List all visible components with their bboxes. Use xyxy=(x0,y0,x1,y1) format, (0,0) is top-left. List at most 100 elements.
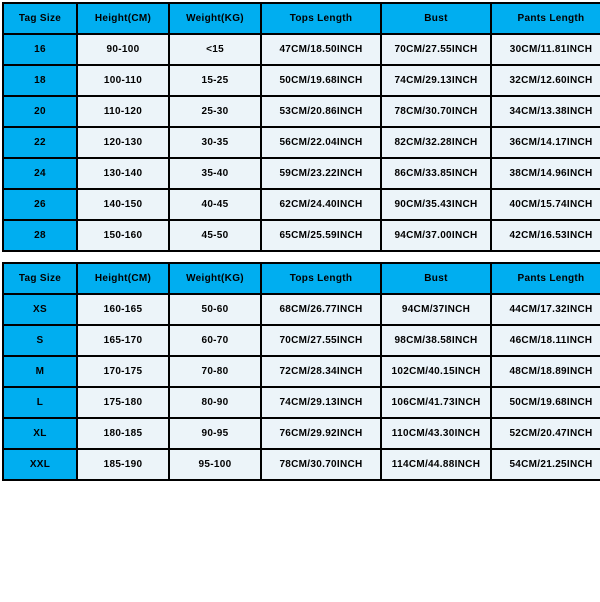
data-cell: 86CM/33.85INCH xyxy=(382,159,490,188)
data-cell: 74CM/29.13INCH xyxy=(262,388,380,417)
data-cell: 102CM/40.15INCH xyxy=(382,357,490,386)
data-cell: 36CM/14.17INCH xyxy=(492,128,600,157)
data-cell: 52CM/20.47INCH xyxy=(492,419,600,448)
data-cell: 72CM/28.34INCH xyxy=(262,357,380,386)
data-cell: 170-175 xyxy=(78,357,168,386)
col-tag-size: Tag Size xyxy=(4,264,76,293)
data-cell: 53CM/20.86INCH xyxy=(262,97,380,126)
data-cell: 34CM/13.38INCH xyxy=(492,97,600,126)
tag-cell: 26 xyxy=(4,190,76,219)
tag-cell: XS xyxy=(4,295,76,324)
data-cell: 42CM/16.53INCH xyxy=(492,221,600,250)
col-tops-length: Tops Length xyxy=(262,264,380,293)
data-cell: 15-25 xyxy=(170,66,260,95)
data-cell: 35-40 xyxy=(170,159,260,188)
data-cell: 110CM/43.30INCH xyxy=(382,419,490,448)
tag-cell: M xyxy=(4,357,76,386)
data-cell: 175-180 xyxy=(78,388,168,417)
tag-cell: 28 xyxy=(4,221,76,250)
data-cell: 30CM/11.81INCH xyxy=(492,35,600,64)
data-cell: 62CM/24.40INCH xyxy=(262,190,380,219)
table-row: L 175-180 80-90 74CM/29.13INCH 106CM/41.… xyxy=(4,388,600,417)
col-weight: Weight(KG) xyxy=(170,264,260,293)
col-weight: Weight(KG) xyxy=(170,4,260,33)
data-cell: 70CM/27.55INCH xyxy=(262,326,380,355)
data-cell: 106CM/41.73INCH xyxy=(382,388,490,417)
tag-cell: S xyxy=(4,326,76,355)
data-cell: 160-165 xyxy=(78,295,168,324)
size-table-adults: Tag Size Height(CM) Weight(KG) Tops Leng… xyxy=(2,262,600,481)
data-cell: 47CM/18.50INCH xyxy=(262,35,380,64)
tag-cell: 24 xyxy=(4,159,76,188)
data-cell: 95-100 xyxy=(170,450,260,479)
data-cell: 45-50 xyxy=(170,221,260,250)
col-height: Height(CM) xyxy=(78,4,168,33)
data-cell: 40CM/15.74INCH xyxy=(492,190,600,219)
data-cell: 70-80 xyxy=(170,357,260,386)
size-chart: Tag Size Height(CM) Weight(KG) Tops Leng… xyxy=(2,2,598,481)
data-cell: 98CM/38.58INCH xyxy=(382,326,490,355)
data-cell: 185-190 xyxy=(78,450,168,479)
table-row: S 165-170 60-70 70CM/27.55INCH 98CM/38.5… xyxy=(4,326,600,355)
data-cell: 56CM/22.04INCH xyxy=(262,128,380,157)
data-cell: 90-100 xyxy=(78,35,168,64)
data-cell: 100-110 xyxy=(78,66,168,95)
data-cell: 65CM/25.59INCH xyxy=(262,221,380,250)
table-row: M 170-175 70-80 72CM/28.34INCH 102CM/40.… xyxy=(4,357,600,386)
table-row: 24 130-140 35-40 59CM/23.22INCH 86CM/33.… xyxy=(4,159,600,188)
data-cell: <15 xyxy=(170,35,260,64)
data-cell: 74CM/29.13INCH xyxy=(382,66,490,95)
data-cell: 120-130 xyxy=(78,128,168,157)
tag-cell: 22 xyxy=(4,128,76,157)
table-row: XS 160-165 50-60 68CM/26.77INCH 94CM/37I… xyxy=(4,295,600,324)
table-row: 26 140-150 40-45 62CM/24.40INCH 90CM/35.… xyxy=(4,190,600,219)
tag-cell: 20 xyxy=(4,97,76,126)
data-cell: 46CM/18.11INCH xyxy=(492,326,600,355)
data-cell: 165-170 xyxy=(78,326,168,355)
data-cell: 150-160 xyxy=(78,221,168,250)
data-cell: 90-95 xyxy=(170,419,260,448)
data-cell: 59CM/23.22INCH xyxy=(262,159,380,188)
table-row: 22 120-130 30-35 56CM/22.04INCH 82CM/32.… xyxy=(4,128,600,157)
tag-cell: XXL xyxy=(4,450,76,479)
size-table-kids: Tag Size Height(CM) Weight(KG) Tops Leng… xyxy=(2,2,600,252)
data-cell: 180-185 xyxy=(78,419,168,448)
data-cell: 140-150 xyxy=(78,190,168,219)
tag-cell: 16 xyxy=(4,35,76,64)
data-cell: 90CM/35.43INCH xyxy=(382,190,490,219)
data-cell: 50CM/19.68INCH xyxy=(492,388,600,417)
data-cell: 94CM/37.00INCH xyxy=(382,221,490,250)
data-cell: 48CM/18.89INCH xyxy=(492,357,600,386)
col-pants-length: Pants Length xyxy=(492,264,600,293)
data-cell: 82CM/32.28INCH xyxy=(382,128,490,157)
data-cell: 70CM/27.55INCH xyxy=(382,35,490,64)
col-bust: Bust xyxy=(382,4,490,33)
data-cell: 44CM/17.32INCH xyxy=(492,295,600,324)
col-pants-length: Pants Length xyxy=(492,4,600,33)
data-cell: 60-70 xyxy=(170,326,260,355)
tag-cell: L xyxy=(4,388,76,417)
data-cell: 110-120 xyxy=(78,97,168,126)
header-row: Tag Size Height(CM) Weight(KG) Tops Leng… xyxy=(4,4,600,33)
data-cell: 25-30 xyxy=(170,97,260,126)
data-cell: 78CM/30.70INCH xyxy=(262,450,380,479)
table-row: 20 110-120 25-30 53CM/20.86INCH 78CM/30.… xyxy=(4,97,600,126)
data-cell: 94CM/37INCH xyxy=(382,295,490,324)
data-cell: 76CM/29.92INCH xyxy=(262,419,380,448)
tag-cell: 18 xyxy=(4,66,76,95)
col-tag-size: Tag Size xyxy=(4,4,76,33)
data-cell: 130-140 xyxy=(78,159,168,188)
data-cell: 38CM/14.96INCH xyxy=(492,159,600,188)
col-bust: Bust xyxy=(382,264,490,293)
data-cell: 80-90 xyxy=(170,388,260,417)
header-row: Tag Size Height(CM) Weight(KG) Tops Leng… xyxy=(4,264,600,293)
data-cell: 32CM/12.60INCH xyxy=(492,66,600,95)
data-cell: 114CM/44.88INCH xyxy=(382,450,490,479)
data-cell: 50-60 xyxy=(170,295,260,324)
data-cell: 54CM/21.25INCH xyxy=(492,450,600,479)
table-row: XL 180-185 90-95 76CM/29.92INCH 110CM/43… xyxy=(4,419,600,448)
data-cell: 78CM/30.70INCH xyxy=(382,97,490,126)
table-row: 18 100-110 15-25 50CM/19.68INCH 74CM/29.… xyxy=(4,66,600,95)
data-cell: 30-35 xyxy=(170,128,260,157)
data-cell: 68CM/26.77INCH xyxy=(262,295,380,324)
